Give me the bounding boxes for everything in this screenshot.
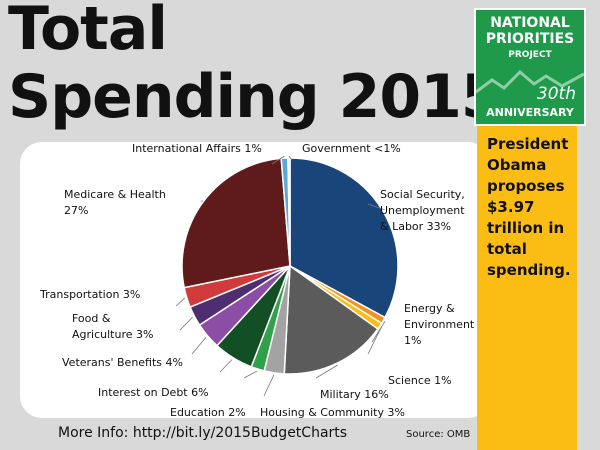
slice-label-energy-environment: Energy & Environment 1% (404, 302, 475, 347)
leader-line (288, 155, 293, 161)
logo-line-project: PROJECT (508, 50, 552, 60)
slice-label-housing-community: Housing & Community 3% (260, 406, 405, 418)
logo-line-priorities: PRIORITIES (485, 31, 575, 47)
pie-slice-social-security-unemployment-labor (289, 157, 399, 319)
leader-line (263, 374, 275, 397)
leader-line (367, 203, 385, 211)
leader-line (271, 155, 285, 165)
slice-label-food-agriculture: Food & Agriculture 3% (72, 312, 153, 341)
pie-slice-military (283, 264, 379, 375)
logo-line-anniversary: ANNIVERSARY (486, 106, 574, 119)
leader-line (175, 297, 186, 307)
leader-line (367, 327, 382, 355)
sidebar-text: President Obama proposes $3.97 trillion … (487, 135, 571, 279)
logo-line-national: NATIONAL (490, 15, 570, 31)
slice-label-interest-on-debt: Interest on Debt 6% (98, 386, 209, 399)
slice-label-medicare-health: Medicare & Health 27% (64, 188, 166, 217)
leader-line (371, 321, 386, 343)
logo-line-30th: 30th (536, 84, 576, 104)
npp-logo: NATIONAL PRIORITIES PROJECT 30th ANNIVER… (474, 8, 586, 126)
pie-slice-medicare-health (181, 157, 291, 289)
pie-chart: Social Security, Unemployment & Labor 33% E… (39, 142, 475, 418)
source-note: Source: OMB (406, 429, 471, 440)
slice-label-military: Military 16% (320, 388, 389, 401)
chart-card: Social Security, Unemployment & Labor 33% E… (20, 142, 490, 418)
slice-label-science: Science 1% (388, 374, 452, 387)
pie-slice-government (287, 157, 291, 267)
slice-label-education: Education 2% (170, 406, 246, 418)
mountain-icon (476, 69, 584, 94)
slice-label-international-affairs: International Affairs 1% (132, 142, 262, 155)
title-line-spending-2015: Spending 2015 (8, 62, 503, 132)
leader-line (179, 316, 193, 331)
sidebar-callout: President Obama proposes $3.97 trillion … (477, 126, 577, 450)
leader-line (191, 336, 207, 355)
slice-label-government: Government <1% (302, 142, 401, 155)
leader-line (315, 364, 338, 379)
slice-label-transportation: Transportation 3% (39, 288, 140, 301)
slice-label-veterans-benefits: Veterans' Benefits 4% (62, 356, 183, 369)
slice-label-social-security-unemployment-labor: Social Security, Unemployment & Labor 33% (380, 188, 465, 233)
leader-line (243, 370, 258, 379)
title-line-total: Total (8, 0, 168, 64)
more-info-link[interactable]: More Info: http://bit.ly/2015BudgetChart… (58, 425, 348, 441)
leader-line (219, 359, 233, 373)
